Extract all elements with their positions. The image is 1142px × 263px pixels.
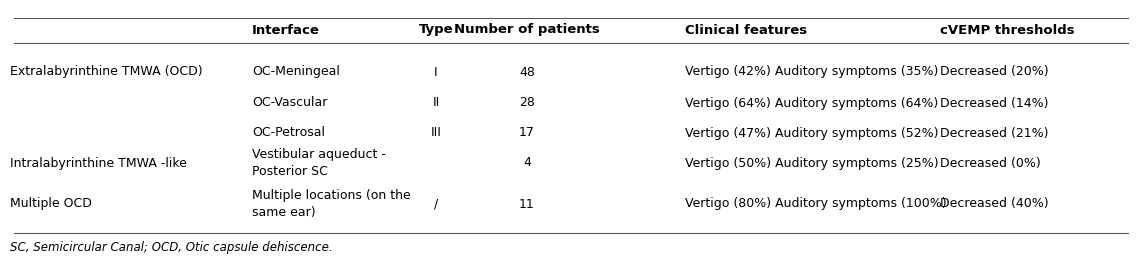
- Text: Vestibular aqueduct -
Posterior SC: Vestibular aqueduct - Posterior SC: [252, 148, 386, 178]
- Text: Decreased (14%): Decreased (14%): [940, 97, 1048, 109]
- Text: 11: 11: [520, 198, 534, 210]
- Text: cVEMP thresholds: cVEMP thresholds: [940, 23, 1075, 37]
- Text: I: I: [434, 65, 437, 78]
- Text: SC, Semicircular Canal; OCD, Otic capsule dehiscence.: SC, Semicircular Canal; OCD, Otic capsul…: [10, 241, 332, 255]
- Text: III: III: [431, 127, 442, 139]
- Text: 28: 28: [520, 97, 534, 109]
- Text: Type: Type: [419, 23, 453, 37]
- Text: Vertigo (47%) Auditory symptoms (52%): Vertigo (47%) Auditory symptoms (52%): [685, 127, 939, 139]
- Text: Vertigo (50%) Auditory symptoms (25%): Vertigo (50%) Auditory symptoms (25%): [685, 156, 939, 169]
- Text: Vertigo (64%) Auditory symptoms (64%): Vertigo (64%) Auditory symptoms (64%): [685, 97, 939, 109]
- Text: OC-Vascular: OC-Vascular: [252, 97, 328, 109]
- Text: 17: 17: [520, 127, 534, 139]
- Text: Decreased (21%): Decreased (21%): [940, 127, 1048, 139]
- Text: Vertigo (42%) Auditory symptoms (35%): Vertigo (42%) Auditory symptoms (35%): [685, 65, 939, 78]
- Text: Decreased (40%): Decreased (40%): [940, 198, 1048, 210]
- Text: Intralabyrinthine TMWA -like: Intralabyrinthine TMWA -like: [10, 156, 187, 169]
- Text: Multiple OCD: Multiple OCD: [10, 198, 91, 210]
- Text: II: II: [433, 97, 440, 109]
- Text: /: /: [434, 198, 439, 210]
- Text: Decreased (0%): Decreased (0%): [940, 156, 1040, 169]
- Text: OC-Meningeal: OC-Meningeal: [252, 65, 340, 78]
- Text: 48: 48: [520, 65, 534, 78]
- Text: Multiple locations (on the
same ear): Multiple locations (on the same ear): [252, 189, 411, 219]
- Text: Interface: Interface: [252, 23, 320, 37]
- Text: Number of patients: Number of patients: [455, 23, 600, 37]
- Text: OC-Petrosal: OC-Petrosal: [252, 127, 325, 139]
- Text: 4: 4: [523, 156, 531, 169]
- Text: Extralabyrinthine TMWA (OCD): Extralabyrinthine TMWA (OCD): [10, 65, 202, 78]
- Text: Vertigo (80%) Auditory symptoms (100%): Vertigo (80%) Auditory symptoms (100%): [685, 198, 947, 210]
- Text: Clinical features: Clinical features: [685, 23, 807, 37]
- Text: Decreased (20%): Decreased (20%): [940, 65, 1048, 78]
